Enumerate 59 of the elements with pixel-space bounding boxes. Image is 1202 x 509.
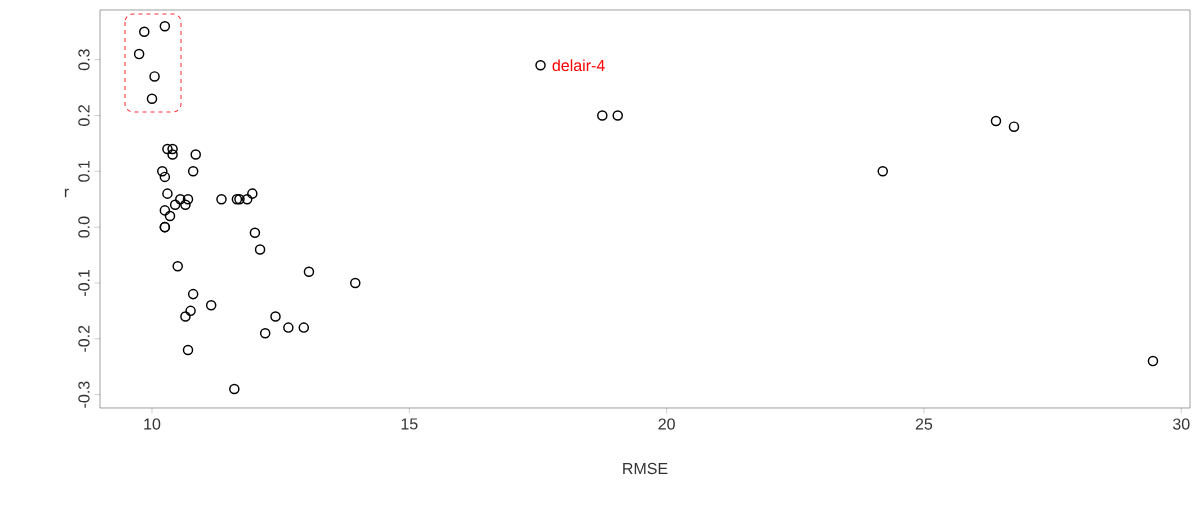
point	[187, 166, 199, 177]
point	[167, 143, 178, 155]
point	[1008, 121, 1020, 132]
point	[146, 93, 158, 105]
point	[169, 199, 181, 211]
x-axis-title: RMSE	[623, 462, 668, 475]
annotation: delair-4	[552, 59, 605, 72]
point	[229, 383, 240, 395]
point	[162, 143, 173, 155]
point	[187, 288, 199, 300]
x-tick-label: 20	[658, 418, 675, 430]
point	[157, 166, 168, 177]
point	[190, 149, 202, 160]
x-tick-label: 10	[144, 418, 161, 430]
point	[172, 260, 183, 272]
point	[133, 48, 145, 60]
x-tick-label: 25	[915, 418, 933, 430]
point	[249, 227, 261, 238]
point	[247, 188, 258, 199]
point	[597, 110, 608, 121]
point	[175, 193, 186, 205]
point	[149, 71, 160, 82]
point	[298, 322, 310, 333]
point	[241, 193, 253, 205]
point	[180, 311, 191, 322]
y-tick-label: 0.1	[78, 160, 90, 182]
point	[270, 311, 281, 322]
point	[1147, 355, 1159, 367]
point	[259, 327, 271, 339]
point	[159, 171, 171, 183]
point	[877, 166, 889, 177]
point	[167, 149, 178, 160]
y-tick-label: 0.0	[78, 216, 90, 238]
point	[350, 277, 361, 289]
point	[283, 322, 294, 333]
point	[216, 193, 227, 205]
point	[182, 344, 194, 356]
point	[990, 115, 1002, 127]
point	[162, 188, 173, 199]
x-tick-label: 15	[401, 418, 418, 430]
point	[535, 59, 546, 71]
point	[205, 300, 217, 311]
point	[159, 20, 171, 32]
point	[159, 205, 171, 216]
point	[180, 199, 191, 211]
y-tick-label: -0.2	[78, 325, 90, 352]
point	[254, 244, 266, 255]
point	[185, 305, 196, 317]
point	[303, 266, 315, 278]
point	[182, 193, 194, 205]
y-tick-label: -0.3	[78, 381, 90, 408]
y-tick-label: -0.1	[78, 269, 90, 297]
y-axis-title: r	[64, 188, 69, 198]
point	[164, 210, 176, 222]
x-tick-label: 30	[1172, 418, 1190, 430]
point	[612, 110, 623, 121]
y-tick-label: 0.3	[78, 49, 90, 71]
point	[139, 26, 150, 38]
y-tick-label: 0.2	[78, 105, 90, 126]
